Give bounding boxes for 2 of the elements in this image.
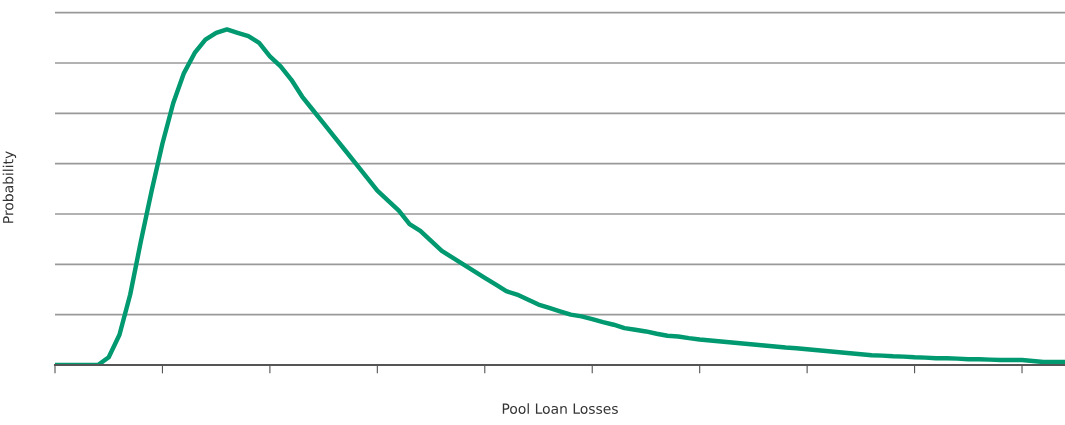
- x-axis-title: Pool Loan Losses: [502, 403, 618, 414]
- y-axis-title: Probability: [2, 151, 17, 223]
